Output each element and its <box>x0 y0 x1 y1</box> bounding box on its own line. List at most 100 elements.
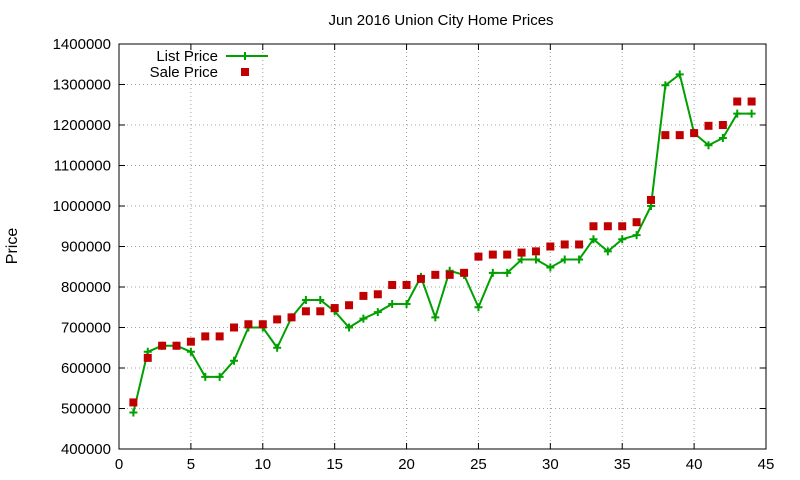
list-price-point <box>186 347 195 356</box>
y-tick-label: 1100000 <box>54 158 111 175</box>
sale-price-point <box>546 242 555 251</box>
x-tick-label: 5 <box>187 456 195 473</box>
y-tick-label: 900000 <box>61 239 111 256</box>
sale-price-point <box>373 290 382 299</box>
sale-price-point <box>273 315 282 324</box>
x-tick-label: 10 <box>254 456 271 473</box>
y-tick-label: 500000 <box>61 401 111 418</box>
sale-price-point <box>402 280 411 289</box>
sale-price-point <box>186 337 195 346</box>
axis-ticks: 0 5 10 15 20 25 30 35 40 45 400000 500000 600000 7000… <box>53 36 775 473</box>
sale-price-point <box>230 323 239 332</box>
list-price-point <box>704 141 713 150</box>
legend-marker-list-price <box>241 52 249 60</box>
x-tick-label: 15 <box>326 456 343 473</box>
list-price-point <box>575 255 584 264</box>
x-tick-label: 30 <box>542 456 559 473</box>
x-tick-label: 20 <box>398 456 415 473</box>
x-tick-label: 25 <box>470 456 487 473</box>
sale-price-point <box>244 320 253 329</box>
sale-price-point <box>488 250 497 259</box>
list-price-point <box>661 81 670 90</box>
list-price-point <box>129 408 138 417</box>
x-tick-label: 40 <box>686 456 703 473</box>
sale-price-point <box>690 129 699 138</box>
sale-price-point <box>474 252 483 261</box>
legend-label-sale-price: Sale Price <box>150 64 218 81</box>
list-price-point <box>273 343 282 352</box>
sale-price-point <box>445 270 454 279</box>
sale-price-point <box>575 240 584 249</box>
sale-price-point <box>517 248 526 257</box>
list-price-series <box>129 70 756 417</box>
sale-price-point <box>503 250 512 259</box>
sale-price-point <box>646 195 655 204</box>
sale-price-point <box>747 97 756 106</box>
list-price-point <box>618 235 627 244</box>
list-price-point <box>373 308 382 317</box>
legend-marker-sale-price <box>241 68 249 76</box>
list-price-point <box>546 263 555 272</box>
list-price-point <box>359 314 368 323</box>
sale-price-point <box>359 291 368 300</box>
sale-price-point <box>704 121 713 130</box>
y-tick-label: 1300000 <box>53 77 111 94</box>
list-price-point <box>301 295 310 304</box>
sale-price-point <box>345 301 354 310</box>
list-price-point <box>733 109 742 118</box>
y-axis-title: Price <box>4 228 21 265</box>
list-price-point <box>402 300 411 309</box>
list-price-point <box>517 255 526 264</box>
legend-label-list-price: List Price <box>156 48 218 65</box>
x-tick-label: 35 <box>614 456 631 473</box>
sale-price-point <box>531 247 540 256</box>
list-price-point <box>589 235 598 244</box>
list-price-point <box>560 255 569 264</box>
sale-price-point <box>618 222 627 231</box>
list-price-point <box>316 295 325 304</box>
y-tick-label: 800000 <box>61 279 111 296</box>
list-price-point <box>531 255 540 264</box>
sale-price-series <box>129 97 756 407</box>
plot-frame <box>118 43 767 450</box>
list-price-point <box>632 231 641 240</box>
sale-price-point <box>460 268 469 277</box>
sale-price-point <box>129 398 138 407</box>
sale-price-point <box>416 274 425 283</box>
list-price-point <box>345 323 354 332</box>
sale-price-point <box>201 332 210 341</box>
x-tick-label: 45 <box>758 456 775 473</box>
grid-lines <box>119 44 766 449</box>
sale-price-point <box>675 131 684 140</box>
y-tick-label: 1000000 <box>53 198 111 215</box>
list-price-point <box>474 303 483 312</box>
sale-price-point <box>388 280 397 289</box>
sale-price-point <box>215 332 224 341</box>
sale-price-point <box>718 121 727 129</box>
list-price-point <box>718 133 727 142</box>
list-price-point <box>215 372 224 381</box>
list-price-point <box>675 70 684 79</box>
sale-price-point <box>172 341 181 350</box>
chart-title: Jun 2016 Union City Home Prices <box>328 12 553 29</box>
sale-price-point <box>330 304 339 313</box>
list-price-point <box>230 356 239 365</box>
legend: List Price Sale Price <box>150 48 268 81</box>
sale-price-point <box>632 218 641 227</box>
y-tick-label: 600000 <box>61 360 111 377</box>
list-price-point <box>388 300 397 309</box>
y-tick-label: 400000 <box>61 441 111 458</box>
sale-price-point <box>603 222 612 231</box>
sale-price-point <box>258 320 267 329</box>
list-price-point <box>431 313 440 322</box>
sale-price-point <box>661 131 670 140</box>
sale-price-point <box>431 270 440 279</box>
y-tick-label: 700000 <box>61 320 111 337</box>
list-price-point <box>603 247 612 256</box>
list-price-point <box>488 268 497 277</box>
sale-price-point <box>287 313 296 322</box>
list-price-point <box>747 109 756 118</box>
list-price-line <box>132 73 752 413</box>
list-price-point <box>201 372 210 381</box>
